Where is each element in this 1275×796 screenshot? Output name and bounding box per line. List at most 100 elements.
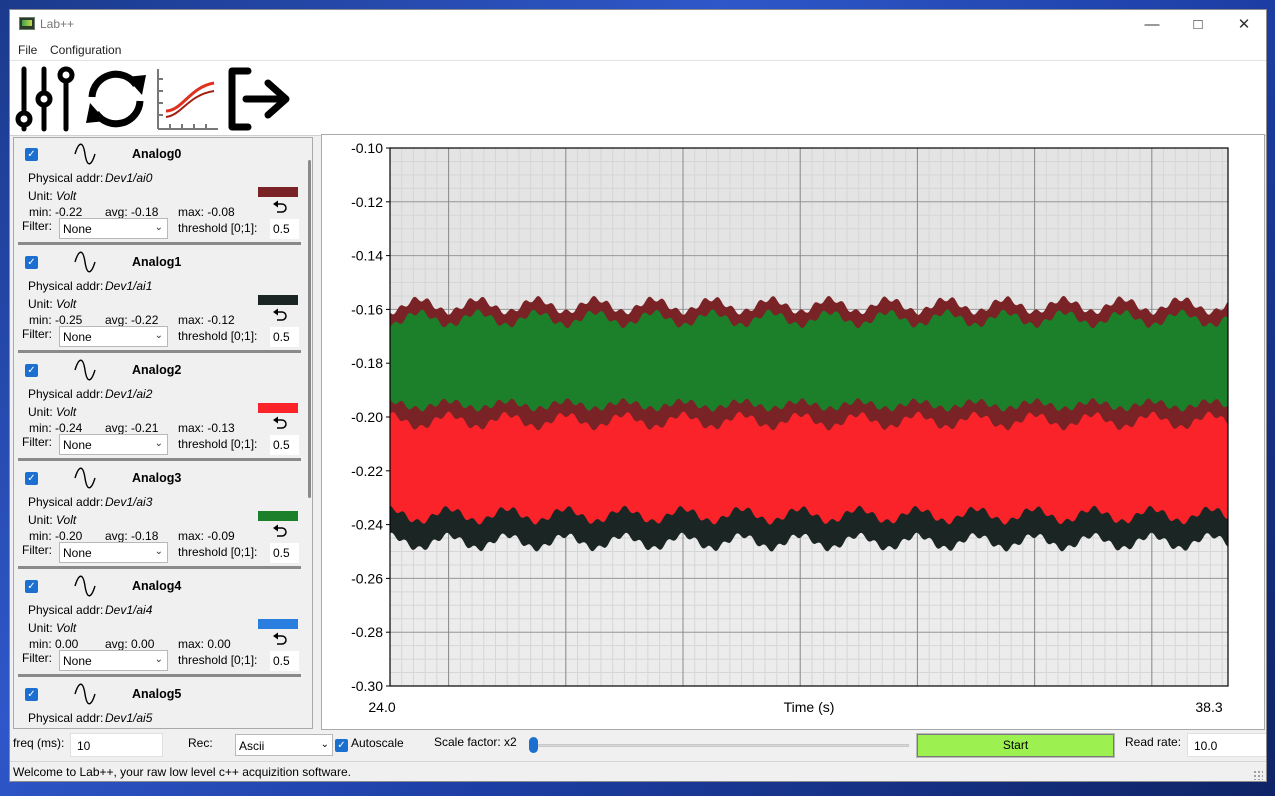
plot-panel: -0.10 -0.12 -0.14 -0.16 -0.18 -0.20 -0.22 -0.24… bbox=[321, 134, 1265, 730]
menu-configuration[interactable]: Configuration bbox=[50, 43, 122, 57]
channel-enable-checkbox[interactable]: ✓ bbox=[25, 472, 38, 485]
max-value: max: -0.13 bbox=[178, 421, 235, 435]
physical-addr-value: Dev1/ai0 bbox=[105, 171, 153, 185]
channel-card: ✓ Analog3 Physical addr: Dev1/ai3 Unit: Volt m… bbox=[18, 464, 301, 569]
max-value: max: -0.08 bbox=[178, 205, 235, 219]
unit-label: Unit: bbox=[28, 621, 53, 635]
rec-label: Rec: bbox=[188, 736, 213, 750]
threshold-label: threshold [0;1]: bbox=[178, 221, 258, 235]
channel-enable-checkbox[interactable]: ✓ bbox=[25, 256, 38, 269]
channel-card: ✓ Analog0 Physical addr: Dev1/ai0 Unit: Volt m… bbox=[18, 140, 301, 245]
threshold-label: threshold [0;1]: bbox=[178, 437, 258, 451]
filter-value: None bbox=[63, 330, 92, 344]
sliders-icon[interactable] bbox=[12, 65, 80, 133]
sine-wave-icon bbox=[74, 683, 96, 705]
unit-label: Unit: bbox=[28, 189, 53, 203]
channel-color-swatch[interactable] bbox=[258, 619, 298, 629]
channel-card: ✓ Analog5 Physical addr: Dev1/ai5 bbox=[18, 680, 301, 728]
status-message: Welcome to Lab++, your raw low level c++… bbox=[13, 765, 351, 779]
channel-color-swatch[interactable] bbox=[258, 295, 298, 305]
channel-list-scrollbar[interactable] bbox=[306, 138, 312, 728]
physical-addr-value: Dev1/ai3 bbox=[105, 495, 153, 509]
unit-value: Volt bbox=[56, 513, 77, 527]
threshold-input[interactable]: 0.5 bbox=[270, 327, 299, 347]
chart-icon[interactable] bbox=[154, 65, 222, 133]
reset-icon[interactable] bbox=[272, 632, 288, 646]
autoscale-checkbox[interactable]: ✓ bbox=[335, 739, 348, 752]
channel-name: Analog5 bbox=[132, 687, 182, 701]
read-rate-label: Read rate: bbox=[1125, 735, 1182, 749]
avg-value: avg: -0.18 bbox=[105, 205, 159, 219]
unit-value: Volt bbox=[56, 297, 77, 311]
channel-enable-checkbox[interactable]: ✓ bbox=[25, 148, 38, 161]
channel-enable-checkbox[interactable]: ✓ bbox=[25, 688, 38, 701]
max-value: max: -0.09 bbox=[178, 529, 235, 543]
unit-label: Unit: bbox=[28, 405, 53, 419]
app-icon bbox=[19, 17, 35, 30]
resize-grip-icon[interactable] bbox=[1253, 770, 1263, 780]
threshold-input[interactable]: 0.5 bbox=[270, 651, 299, 671]
channel-name: Analog1 bbox=[132, 255, 182, 269]
threshold-label: threshold [0;1]: bbox=[178, 653, 258, 667]
scale-factor-label: Scale factor: x2 bbox=[434, 735, 517, 749]
filter-select[interactable]: None ⌄ bbox=[59, 542, 168, 563]
sine-wave-icon bbox=[74, 359, 96, 381]
threshold-input[interactable]: 0.5 bbox=[270, 219, 299, 239]
menu-file[interactable]: File bbox=[18, 43, 38, 57]
min-value: min: -0.24 bbox=[29, 421, 83, 435]
max-value: max: 0.00 bbox=[178, 637, 231, 651]
threshold-input[interactable]: 0.5 bbox=[270, 435, 299, 455]
filter-select[interactable]: None ⌄ bbox=[59, 650, 168, 671]
close-icon[interactable]: ✕ bbox=[1237, 16, 1251, 33]
threshold-input[interactable]: 0.5 bbox=[270, 543, 299, 563]
reset-icon[interactable] bbox=[272, 416, 288, 430]
chevron-down-icon: ⌄ bbox=[154, 330, 163, 341]
channel-color-swatch[interactable] bbox=[258, 187, 298, 197]
filter-select[interactable]: None ⌄ bbox=[59, 326, 168, 347]
physical-addr-label: Physical addr: bbox=[28, 495, 104, 509]
exit-icon[interactable] bbox=[224, 65, 294, 133]
channel-color-swatch[interactable] bbox=[258, 511, 298, 521]
reset-icon[interactable] bbox=[272, 524, 288, 538]
filter-select[interactable]: None ⌄ bbox=[59, 218, 168, 239]
max-value: max: -0.12 bbox=[178, 313, 235, 327]
channel-card: ✓ Analog4 Physical addr: Dev1/ai4 Unit: Volt m… bbox=[18, 572, 301, 677]
freq-input[interactable]: 10 bbox=[70, 733, 163, 757]
threshold-label: threshold [0;1]: bbox=[178, 545, 258, 559]
start-button[interactable]: Start bbox=[916, 733, 1115, 758]
x-tick-label: 38.3 bbox=[1195, 699, 1222, 715]
filter-label: Filter: bbox=[22, 543, 52, 557]
avg-value: avg: -0.21 bbox=[105, 421, 159, 435]
rec-format-value: Ascii bbox=[239, 739, 265, 753]
chevron-down-icon: ⌄ bbox=[320, 739, 329, 750]
unit-value: Volt bbox=[56, 405, 77, 419]
reset-icon[interactable] bbox=[272, 308, 288, 322]
rec-format-select[interactable]: Ascii ⌄ bbox=[235, 734, 333, 756]
physical-addr-label: Physical addr: bbox=[28, 387, 104, 401]
scale-slider-handle[interactable] bbox=[529, 737, 538, 753]
threshold-label: threshold [0;1]: bbox=[178, 329, 258, 343]
y-tick-label: -0.10 bbox=[351, 140, 383, 156]
reset-icon[interactable] bbox=[272, 200, 288, 214]
scale-slider-track[interactable] bbox=[531, 744, 909, 747]
channel-enable-checkbox[interactable]: ✓ bbox=[25, 580, 38, 593]
window-title: Lab++ bbox=[40, 17, 75, 31]
refresh-icon[interactable] bbox=[82, 65, 150, 133]
maximize-icon[interactable]: □ bbox=[1193, 16, 1203, 33]
filter-label: Filter: bbox=[22, 435, 52, 449]
filter-value: None bbox=[63, 546, 92, 560]
filter-label: Filter: bbox=[22, 327, 52, 341]
min-value: min: -0.25 bbox=[29, 313, 83, 327]
channel-enable-checkbox[interactable]: ✓ bbox=[25, 364, 38, 377]
minimize-icon[interactable]: — bbox=[1144, 16, 1160, 33]
avg-value: avg: -0.18 bbox=[105, 529, 159, 543]
title-bar: Lab++ — □ ✕ bbox=[10, 10, 1266, 39]
chevron-down-icon: ⌄ bbox=[154, 438, 163, 449]
toolbar bbox=[10, 60, 1266, 136]
x-axis-title: Time (s) bbox=[784, 699, 835, 715]
physical-addr-value: Dev1/ai2 bbox=[105, 387, 153, 401]
channel-color-swatch[interactable] bbox=[258, 403, 298, 413]
filter-select[interactable]: None ⌄ bbox=[59, 434, 168, 455]
series-analog3 bbox=[390, 309, 1228, 412]
y-tick-label: -0.20 bbox=[351, 409, 383, 425]
